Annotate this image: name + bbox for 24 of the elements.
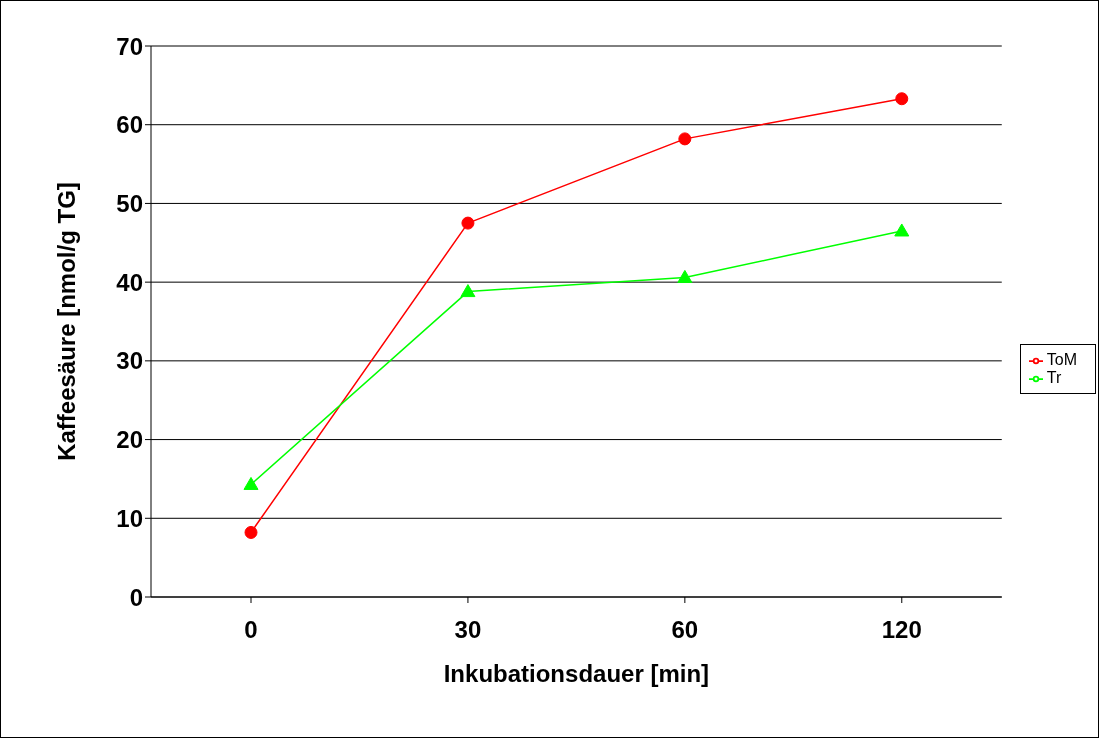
x-tick-label: 30 [454, 616, 482, 644]
y-tick-label: 0 [129, 583, 143, 611]
point [678, 132, 692, 146]
y-tick-label: 20 [116, 426, 143, 454]
y-axis-title: Kaffeesäure [nmol/g TG] [52, 182, 80, 461]
x-tick-label: 60 [671, 616, 699, 644]
x-tick-label: 120 [881, 616, 922, 644]
legend-label: ToM [1046, 351, 1077, 368]
point [895, 92, 909, 106]
y-tick-label: 60 [116, 111, 143, 139]
point [894, 223, 910, 237]
y-tick-label: 10 [116, 504, 143, 532]
point [244, 525, 258, 539]
point [677, 269, 693, 283]
x-tick-label: 0 [244, 616, 258, 644]
y-tick-label: 70 [116, 32, 143, 60]
point [460, 284, 476, 298]
x-axis-title: Inkubationsdauer [min] [443, 660, 710, 687]
y-tick-label: 40 [116, 268, 143, 296]
y-tick-label: 30 [116, 347, 143, 375]
legend-label: Tr [1046, 369, 1062, 386]
point [243, 476, 259, 490]
y-tick-label: 50 [116, 189, 143, 217]
point [461, 216, 475, 230]
